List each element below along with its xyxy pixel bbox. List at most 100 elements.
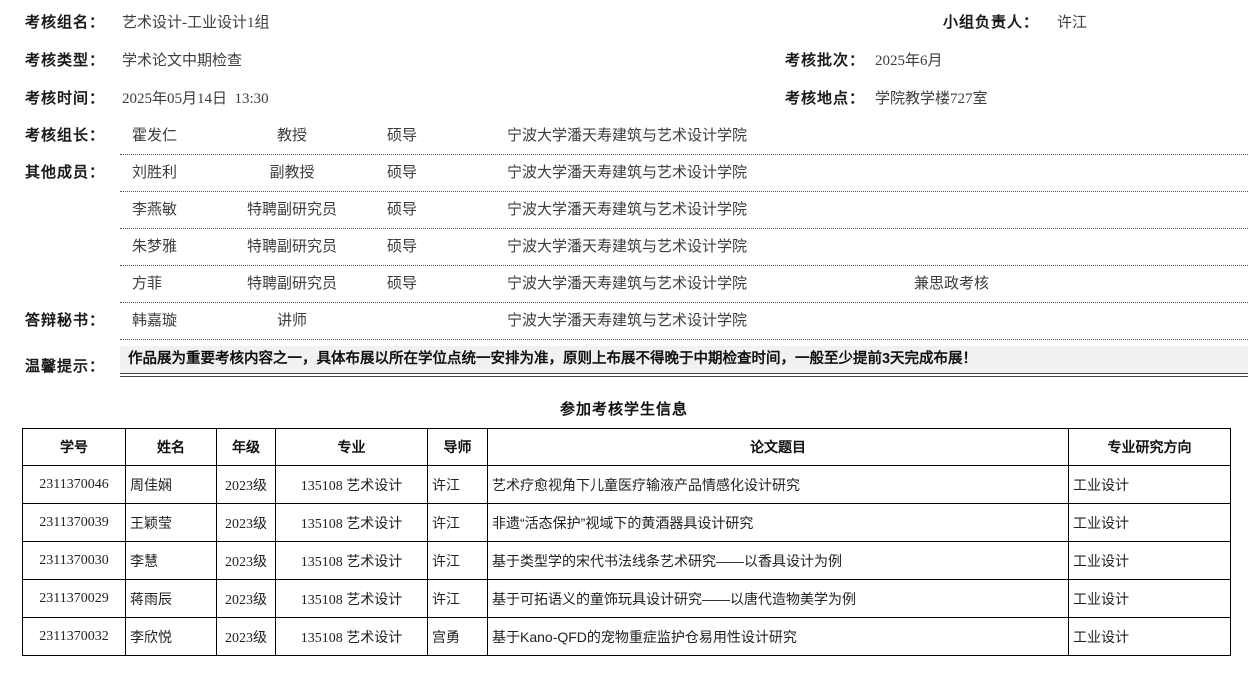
cell-tutor: 许江 xyxy=(427,541,488,580)
member-tutor: 硕导 xyxy=(386,128,417,144)
member-fields: 李燕敏 特聘副研究员 硕导 宁波大学潘天寿建筑与艺术设计学院 xyxy=(120,192,1248,229)
member-row-other-2: 李燕敏 特聘副研究员 硕导 宁波大学潘天寿建筑与艺术设计学院 xyxy=(0,192,1248,229)
row-group-name: 考核组名： 艺术设计-工业设计1组 小组负责人： 许江 xyxy=(0,4,1248,42)
cell-student-id: 2311370029 xyxy=(22,579,126,618)
member-title: 特聘副研究员 xyxy=(246,276,337,292)
table-row: 2311370029 蒋雨辰 2023级 135108 艺术设计 许江 基于可拓… xyxy=(22,579,1231,618)
cell-direction: 工业设计 xyxy=(1068,503,1231,542)
batch-label: 考核批次： xyxy=(785,52,866,69)
member-note xyxy=(892,229,1248,265)
cell-direction: 工业设计 xyxy=(1068,465,1231,504)
cell-thesis: 艺术疗愈视角下儿童医疗输液产品情感化设计研究 xyxy=(487,465,1069,504)
cell-name: 周佳娴 xyxy=(125,465,217,504)
member-title: 教授 xyxy=(276,128,307,144)
table-row: 2311370030 李慧 2023级 135108 艺术设计 许江 基于类型学… xyxy=(22,541,1231,580)
member-fields: 朱梦雅 特聘副研究员 硕导 宁波大学潘天寿建筑与艺术设计学院 xyxy=(120,229,1248,266)
col-header-name: 姓名 xyxy=(125,428,217,466)
member-title: 副教授 xyxy=(269,165,315,181)
leader-value: 许江 xyxy=(1057,15,1088,31)
tips-label: 温馨提示： xyxy=(25,358,106,375)
member-fields: 刘胜利 副教授 硕导 宁波大学潘天寿建筑与艺术设计学院 xyxy=(120,155,1248,192)
cell-major: 135108 艺术设计 xyxy=(275,465,428,504)
member-row-other-1: 其他成员： 刘胜利 副教授 硕导 宁波大学潘天寿建筑与艺术设计学院 xyxy=(0,155,1248,192)
member-note: 兼思政考核 xyxy=(914,276,990,292)
batch-value: 2025年6月 xyxy=(875,53,943,69)
col-header-direction: 专业研究方向 xyxy=(1068,428,1231,466)
member-org: 宁波大学潘天寿建筑与艺术设计学院 xyxy=(507,239,748,255)
col-header-student-id: 学号 xyxy=(22,428,126,466)
group-name-label: 考核组名： xyxy=(25,14,106,31)
member-name: 朱梦雅 xyxy=(132,239,178,255)
member-tutor: 硕导 xyxy=(386,202,417,218)
students-table-title: 参加考核学生信息 xyxy=(559,401,688,418)
cell-name: 李欣悦 xyxy=(125,617,217,656)
cell-student-id: 2311370039 xyxy=(22,503,126,542)
member-tutor: 硕导 xyxy=(386,165,417,181)
tips-message: 作品展为重要考核内容之一，具体布展以所在学位点统一安排为准，原则上布展不得晚于中… xyxy=(120,346,1248,373)
member-title: 特聘副研究员 xyxy=(246,239,337,255)
member-note xyxy=(892,303,1248,339)
member-org: 宁波大学潘天寿建筑与艺术设计学院 xyxy=(507,128,748,144)
cell-thesis: 基于Kano-QFD的宠物重症监护仓易用性设计研究 xyxy=(487,617,1069,656)
member-title: 特聘副研究员 xyxy=(246,202,337,218)
leader-label: 小组负责人： xyxy=(943,14,1040,31)
row-tips: 温馨提示： 作品展为重要考核内容之一，具体布展以所在学位点统一安排为准，原则上布… xyxy=(0,346,1248,386)
secretary-label: 答辩秘书： xyxy=(25,312,106,329)
cell-tutor: 许江 xyxy=(427,503,488,542)
cell-direction: 工业设计 xyxy=(1068,541,1231,580)
col-header-thesis: 论文题目 xyxy=(487,428,1069,466)
member-tutor xyxy=(352,303,452,339)
member-row-chair: 考核组长： 霍发仁 教授 硕导 宁波大学潘天寿建筑与艺术设计学院 xyxy=(0,118,1248,155)
cell-direction: 工业设计 xyxy=(1068,617,1231,656)
location-value: 学院教学楼727室 xyxy=(875,91,988,107)
cell-grade: 2023级 xyxy=(216,503,276,542)
chair-label: 考核组长： xyxy=(25,127,106,144)
member-note xyxy=(892,118,1248,154)
member-org: 宁波大学潘天寿建筑与艺术设计学院 xyxy=(507,165,748,181)
member-row-secretary: 答辩秘书： 韩嘉璇 讲师 宁波大学潘天寿建筑与艺术设计学院 xyxy=(0,303,1248,340)
location-label: 考核地点： xyxy=(785,90,866,107)
member-name: 方菲 xyxy=(132,276,163,292)
cell-grade: 2023级 xyxy=(216,579,276,618)
cell-student-id: 2311370030 xyxy=(22,541,126,580)
table-row: 2311370046 周佳娴 2023级 135108 艺术设计 许江 艺术疗愈… xyxy=(22,465,1231,504)
member-fields: 霍发仁 教授 硕导 宁波大学潘天寿建筑与艺术设计学院 xyxy=(120,118,1248,155)
cell-tutor: 许江 xyxy=(427,465,488,504)
group-name-value: 艺术设计-工业设计1组 xyxy=(122,15,270,31)
cell-thesis: 基于可拓语义的童饰玩具设计研究——以唐代造物美学为例 xyxy=(487,579,1069,618)
cell-thesis: 基于类型学的宋代书法线条艺术研究——以香具设计为例 xyxy=(487,541,1069,580)
cell-major: 135108 艺术设计 xyxy=(275,617,428,656)
cell-major: 135108 艺术设计 xyxy=(275,503,428,542)
type-label: 考核类型： xyxy=(25,52,106,69)
col-header-tutor: 导师 xyxy=(427,428,488,466)
table-row: 2311370032 李欣悦 2023级 135108 艺术设计 宫勇 基于Ka… xyxy=(22,617,1231,656)
cell-grade: 2023级 xyxy=(216,465,276,504)
member-org: 宁波大学潘天寿建筑与艺术设计学院 xyxy=(507,313,748,329)
col-header-major: 专业 xyxy=(275,428,428,466)
member-org: 宁波大学潘天寿建筑与艺术设计学院 xyxy=(507,276,748,292)
table-row: 2311370039 王颖莹 2023级 135108 艺术设计 许江 非遗“活… xyxy=(22,503,1231,542)
member-tutor: 硕导 xyxy=(386,239,417,255)
type-value: 学术论文中期检查 xyxy=(122,53,243,69)
member-name: 刘胜利 xyxy=(132,165,178,181)
cell-student-id: 2311370046 xyxy=(22,465,126,504)
cell-thesis: 非遗“活态保护”视域下的黄酒器具设计研究 xyxy=(487,503,1069,542)
double-divider xyxy=(120,373,1248,377)
member-note xyxy=(892,155,1248,191)
cell-name: 李慧 xyxy=(125,541,217,580)
students-table: 学号 姓名 年级 专业 导师 论文题目 专业研究方向 2311370046 周佳… xyxy=(22,428,1231,656)
member-note xyxy=(892,192,1248,228)
row-time: 考核时间： 2025年05月14日 13:30 考核地点： 学院教学楼727室 xyxy=(0,80,1248,118)
table-header-row: 学号 姓名 年级 专业 导师 论文题目 专业研究方向 xyxy=(22,428,1231,466)
member-tutor: 硕导 xyxy=(386,276,417,292)
cell-name: 蒋雨辰 xyxy=(125,579,217,618)
cell-direction: 工业设计 xyxy=(1068,579,1231,618)
cell-tutor: 许江 xyxy=(427,579,488,618)
member-fields: 韩嘉璇 讲师 宁波大学潘天寿建筑与艺术设计学院 xyxy=(120,303,1248,340)
member-name: 李燕敏 xyxy=(132,202,178,218)
member-org: 宁波大学潘天寿建筑与艺术设计学院 xyxy=(507,202,748,218)
member-name: 霍发仁 xyxy=(132,128,178,144)
col-header-grade: 年级 xyxy=(216,428,276,466)
member-row-other-3: 朱梦雅 特聘副研究员 硕导 宁波大学潘天寿建筑与艺术设计学院 xyxy=(0,229,1248,266)
